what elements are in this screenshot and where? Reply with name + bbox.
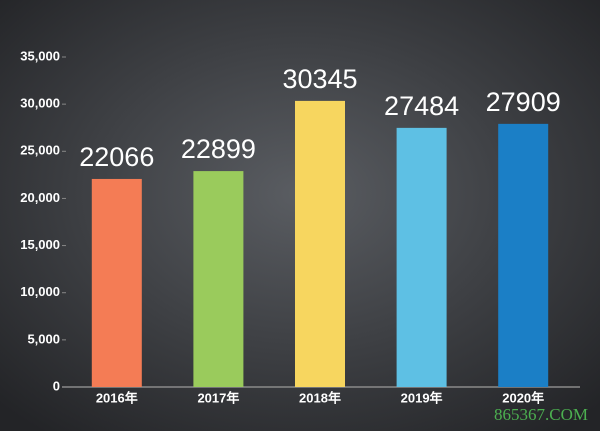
y-tick-label: 0 — [53, 378, 60, 393]
y-tick-label: 35,000 — [20, 48, 60, 63]
data-label: 30345 — [282, 64, 357, 94]
y-tick-label: 25,000 — [20, 143, 60, 158]
y-tick-label: 15,000 — [20, 237, 60, 252]
x-tick-label: 2020年 — [502, 390, 544, 405]
bar — [498, 123, 549, 387]
y-tick-label: 10,000 — [20, 284, 60, 299]
bar — [91, 178, 142, 387]
y-tick-label: 30,000 — [20, 96, 60, 111]
x-tick-label: 2019年 — [401, 390, 443, 405]
watermark: 865367.COM — [494, 405, 588, 424]
data-label: 22066 — [79, 142, 154, 172]
y-tick-label: 5,000 — [27, 331, 60, 346]
x-tick-label: 2017年 — [197, 390, 239, 405]
y-tick-label: 20,000 — [20, 190, 60, 205]
data-label: 27909 — [486, 87, 561, 117]
data-label: 27484 — [384, 91, 459, 121]
x-tick-label: 2018年 — [299, 390, 341, 405]
data-label: 22899 — [181, 134, 256, 164]
bar — [396, 127, 447, 387]
bar — [295, 100, 345, 387]
x-tick-label: 2016年 — [96, 390, 138, 405]
bar — [193, 171, 244, 387]
